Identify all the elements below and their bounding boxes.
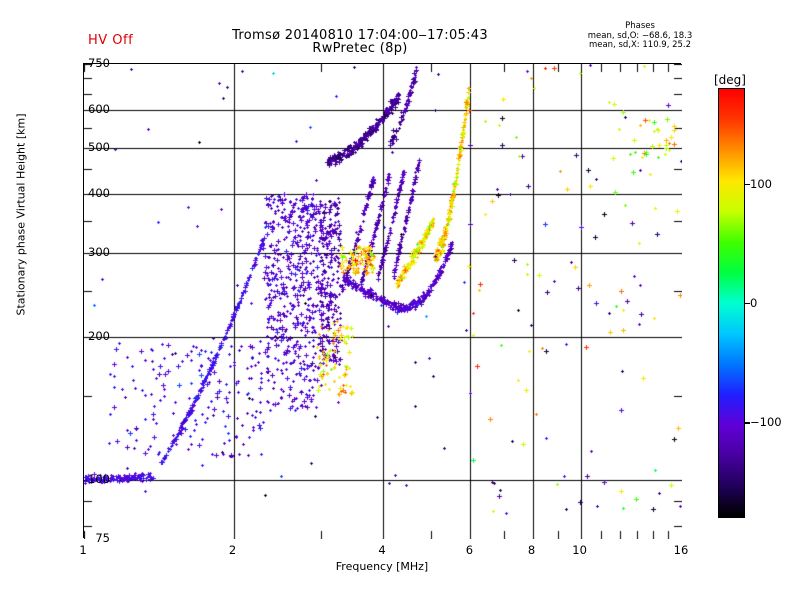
plot-area: [83, 63, 682, 539]
scatter-canvas: [84, 64, 682, 539]
phase-stats-x-mode: mean, sd,X: 110.9, 25.2: [588, 40, 692, 50]
colorbar-tick-mark: [745, 183, 750, 185]
y-tick-label-400: 400: [88, 185, 110, 200]
x-tick-label-2: 2: [228, 543, 237, 557]
y-axis-title: Stationary phase Virtual Height [km]: [14, 113, 28, 316]
colorbar-unit-label: [deg]: [714, 73, 746, 87]
x-tick-label-8: 8: [527, 543, 536, 557]
phase-stats-heading: Phases: [625, 21, 655, 31]
colorbar-tick-100: 100: [750, 176, 772, 191]
hv-off-status-label: HV Off: [88, 33, 134, 48]
colorbar-tick-minus100: −100: [750, 415, 782, 430]
colorbar-tick-0: 0: [750, 296, 758, 310]
y-tick-label-75: 75: [95, 531, 110, 545]
y-tick-label-300: 300: [88, 245, 110, 260]
x-tick-label-6: 6: [465, 543, 474, 557]
y-tick-label-100: 100: [88, 471, 110, 486]
phase-stats-o-mode: mean, sd,O: −68.6, 18.3: [587, 30, 693, 41]
x-tick-label-16: 16: [673, 543, 689, 557]
colorbar-tick-mark: [745, 303, 750, 305]
x-tick-label-4: 4: [378, 543, 386, 557]
page-subtitle: RwPretec (8p): [312, 41, 408, 56]
colorbar-gradient: [719, 89, 744, 517]
x-axis-title: Frequency [MHz]: [335, 560, 429, 573]
colorbar-tick-mark: [745, 422, 750, 424]
colorbar: [718, 88, 745, 518]
y-tick-label-500: 500: [88, 139, 110, 154]
y-tick-label-600: 600: [88, 102, 110, 117]
page-title: Tromsø 20140810 17:04:00‒17:05:43: [232, 28, 488, 43]
y-tick-label-750: 750: [88, 56, 110, 70]
x-tick-label-1: 1: [79, 543, 87, 557]
phase-statistics-block: Phases mean, sd,O: −68.6, 18.3 mean, sd,…: [560, 21, 720, 51]
x-tick-label-10: 10: [572, 543, 587, 557]
y-tick-label-200: 200: [88, 328, 110, 343]
